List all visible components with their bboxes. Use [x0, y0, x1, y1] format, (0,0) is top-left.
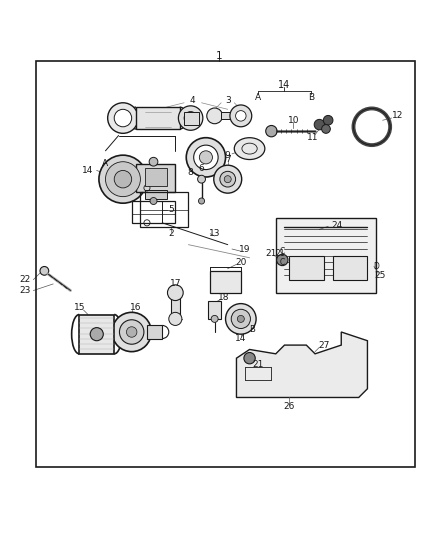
- Bar: [332, 256, 367, 280]
- Circle shape: [266, 125, 277, 137]
- Circle shape: [236, 111, 246, 121]
- Circle shape: [90, 328, 103, 341]
- Text: A: A: [255, 93, 261, 102]
- Circle shape: [277, 254, 288, 265]
- Circle shape: [198, 175, 205, 183]
- Text: 23: 23: [19, 286, 30, 295]
- Bar: [276, 219, 376, 293]
- Circle shape: [194, 145, 218, 169]
- Text: 15: 15: [74, 303, 85, 312]
- Circle shape: [120, 320, 144, 344]
- Text: 24: 24: [331, 221, 343, 230]
- Circle shape: [321, 125, 330, 133]
- Text: 7: 7: [225, 155, 231, 164]
- Text: 21: 21: [253, 360, 264, 369]
- Text: B: B: [249, 325, 254, 334]
- Text: 21: 21: [276, 249, 285, 258]
- Circle shape: [199, 151, 212, 164]
- Text: 4: 4: [190, 96, 196, 105]
- Text: 2: 2: [168, 229, 174, 238]
- Circle shape: [114, 109, 132, 127]
- Circle shape: [40, 266, 49, 275]
- Text: 25: 25: [375, 271, 386, 280]
- Bar: [210, 271, 241, 293]
- Circle shape: [184, 111, 197, 125]
- Bar: [132, 201, 175, 223]
- Bar: [141, 192, 188, 227]
- Circle shape: [186, 138, 226, 177]
- Bar: [289, 256, 324, 280]
- Circle shape: [169, 312, 182, 326]
- Text: 17: 17: [170, 279, 181, 288]
- Circle shape: [106, 161, 141, 197]
- Text: 1: 1: [215, 51, 223, 61]
- Circle shape: [198, 198, 205, 204]
- Bar: [184, 111, 199, 125]
- Circle shape: [231, 309, 251, 328]
- Circle shape: [108, 103, 138, 133]
- Circle shape: [207, 108, 223, 124]
- Text: B: B: [307, 93, 314, 102]
- Text: 10: 10: [287, 116, 299, 125]
- Circle shape: [114, 171, 132, 188]
- Bar: [35, 61, 416, 467]
- Circle shape: [127, 327, 137, 337]
- Circle shape: [226, 304, 256, 334]
- Text: 11: 11: [307, 133, 318, 142]
- Text: 12: 12: [392, 111, 404, 120]
- Bar: [79, 314, 114, 354]
- Text: 22: 22: [19, 275, 30, 284]
- Bar: [145, 190, 166, 199]
- Circle shape: [112, 312, 151, 352]
- Circle shape: [149, 157, 158, 166]
- Circle shape: [214, 165, 242, 193]
- Circle shape: [314, 119, 325, 130]
- Circle shape: [220, 171, 236, 187]
- Text: 26: 26: [283, 402, 294, 411]
- Text: 9: 9: [225, 151, 231, 160]
- Bar: [136, 164, 175, 192]
- Circle shape: [167, 285, 183, 301]
- Text: 13: 13: [209, 229, 220, 238]
- Circle shape: [237, 316, 244, 322]
- Bar: [221, 112, 237, 119]
- Text: C: C: [280, 247, 285, 256]
- Text: A: A: [102, 159, 109, 168]
- Text: 14: 14: [82, 166, 94, 175]
- Bar: [145, 168, 166, 185]
- Text: 16: 16: [130, 303, 142, 312]
- Text: 8: 8: [188, 168, 194, 177]
- Circle shape: [244, 352, 255, 364]
- Ellipse shape: [234, 138, 265, 159]
- Bar: [171, 295, 180, 319]
- Bar: [147, 326, 162, 338]
- Circle shape: [150, 198, 157, 205]
- Text: 27: 27: [318, 341, 329, 350]
- Circle shape: [178, 106, 203, 130]
- Circle shape: [224, 176, 231, 183]
- Text: 6: 6: [199, 164, 205, 173]
- Bar: [136, 107, 180, 129]
- Bar: [208, 302, 221, 319]
- Circle shape: [323, 116, 333, 125]
- Text: C: C: [280, 257, 285, 266]
- Circle shape: [211, 316, 218, 322]
- Text: 19: 19: [240, 245, 251, 254]
- Text: 14: 14: [235, 334, 247, 343]
- Polygon shape: [237, 332, 367, 398]
- Circle shape: [230, 105, 252, 127]
- Text: 18: 18: [218, 293, 229, 302]
- Text: D: D: [373, 262, 379, 271]
- Text: 20: 20: [235, 257, 247, 266]
- Text: 3: 3: [225, 96, 231, 105]
- Text: 21: 21: [266, 249, 277, 258]
- Text: 5: 5: [168, 205, 174, 214]
- Text: 14: 14: [279, 80, 291, 90]
- Circle shape: [99, 155, 147, 203]
